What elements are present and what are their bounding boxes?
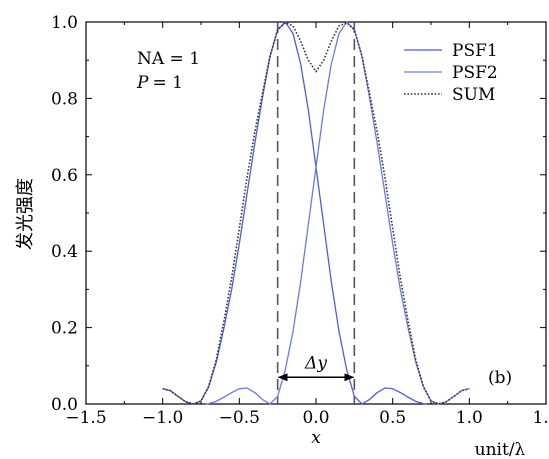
x-tick-label: −1.0 — [142, 408, 183, 428]
panel-label: (b) — [488, 368, 512, 388]
x-tick-label: 1.5 — [532, 408, 549, 428]
series-sum — [162, 21, 470, 405]
x-axis-unit: unit/λ — [475, 440, 526, 459]
legend-label-psf1: PSF1 — [452, 41, 498, 61]
series-lines — [162, 21, 470, 405]
y-axis-label: 发光强度 — [15, 178, 36, 250]
x-tick-label: −1.5 — [65, 408, 106, 428]
legend-label-sum: SUM — [452, 85, 495, 105]
y-tick-label: 0.6 — [51, 166, 78, 186]
y-tick-labels: 0.0 0.2 0.4 0.6 0.8 1.0 — [51, 13, 78, 415]
y-tick-label: 1.0 — [51, 13, 78, 33]
p-variable: P — [136, 73, 149, 93]
x-tick-label: 0.5 — [379, 408, 406, 428]
vertical-dashed-lines — [276, 22, 356, 404]
series-psf1 — [162, 21, 427, 405]
y-tick-label: 0.8 — [51, 89, 78, 109]
legend-label-psf2: PSF2 — [452, 63, 498, 83]
series-psf2 — [205, 21, 470, 405]
x-tick-label: −0.5 — [219, 408, 260, 428]
y-tick-label: 0.0 — [51, 395, 78, 415]
x-tick-label: 1.0 — [456, 408, 483, 428]
x-axis-label: x — [311, 428, 321, 448]
y-tick-label: 0.4 — [51, 242, 78, 262]
x-tick-labels: −1.5 −1.0 −0.5 0.0 0.5 1.0 1.5 — [65, 408, 549, 428]
delta-y-label: Δy — [304, 353, 327, 373]
x-tick-label: 0.0 — [302, 408, 329, 428]
na-annotation: NA = 1 — [137, 49, 200, 69]
p-value: = 1 — [152, 73, 182, 93]
p-annotation: P = 1 — [136, 73, 183, 93]
y-tick-label: 0.2 — [51, 319, 78, 339]
